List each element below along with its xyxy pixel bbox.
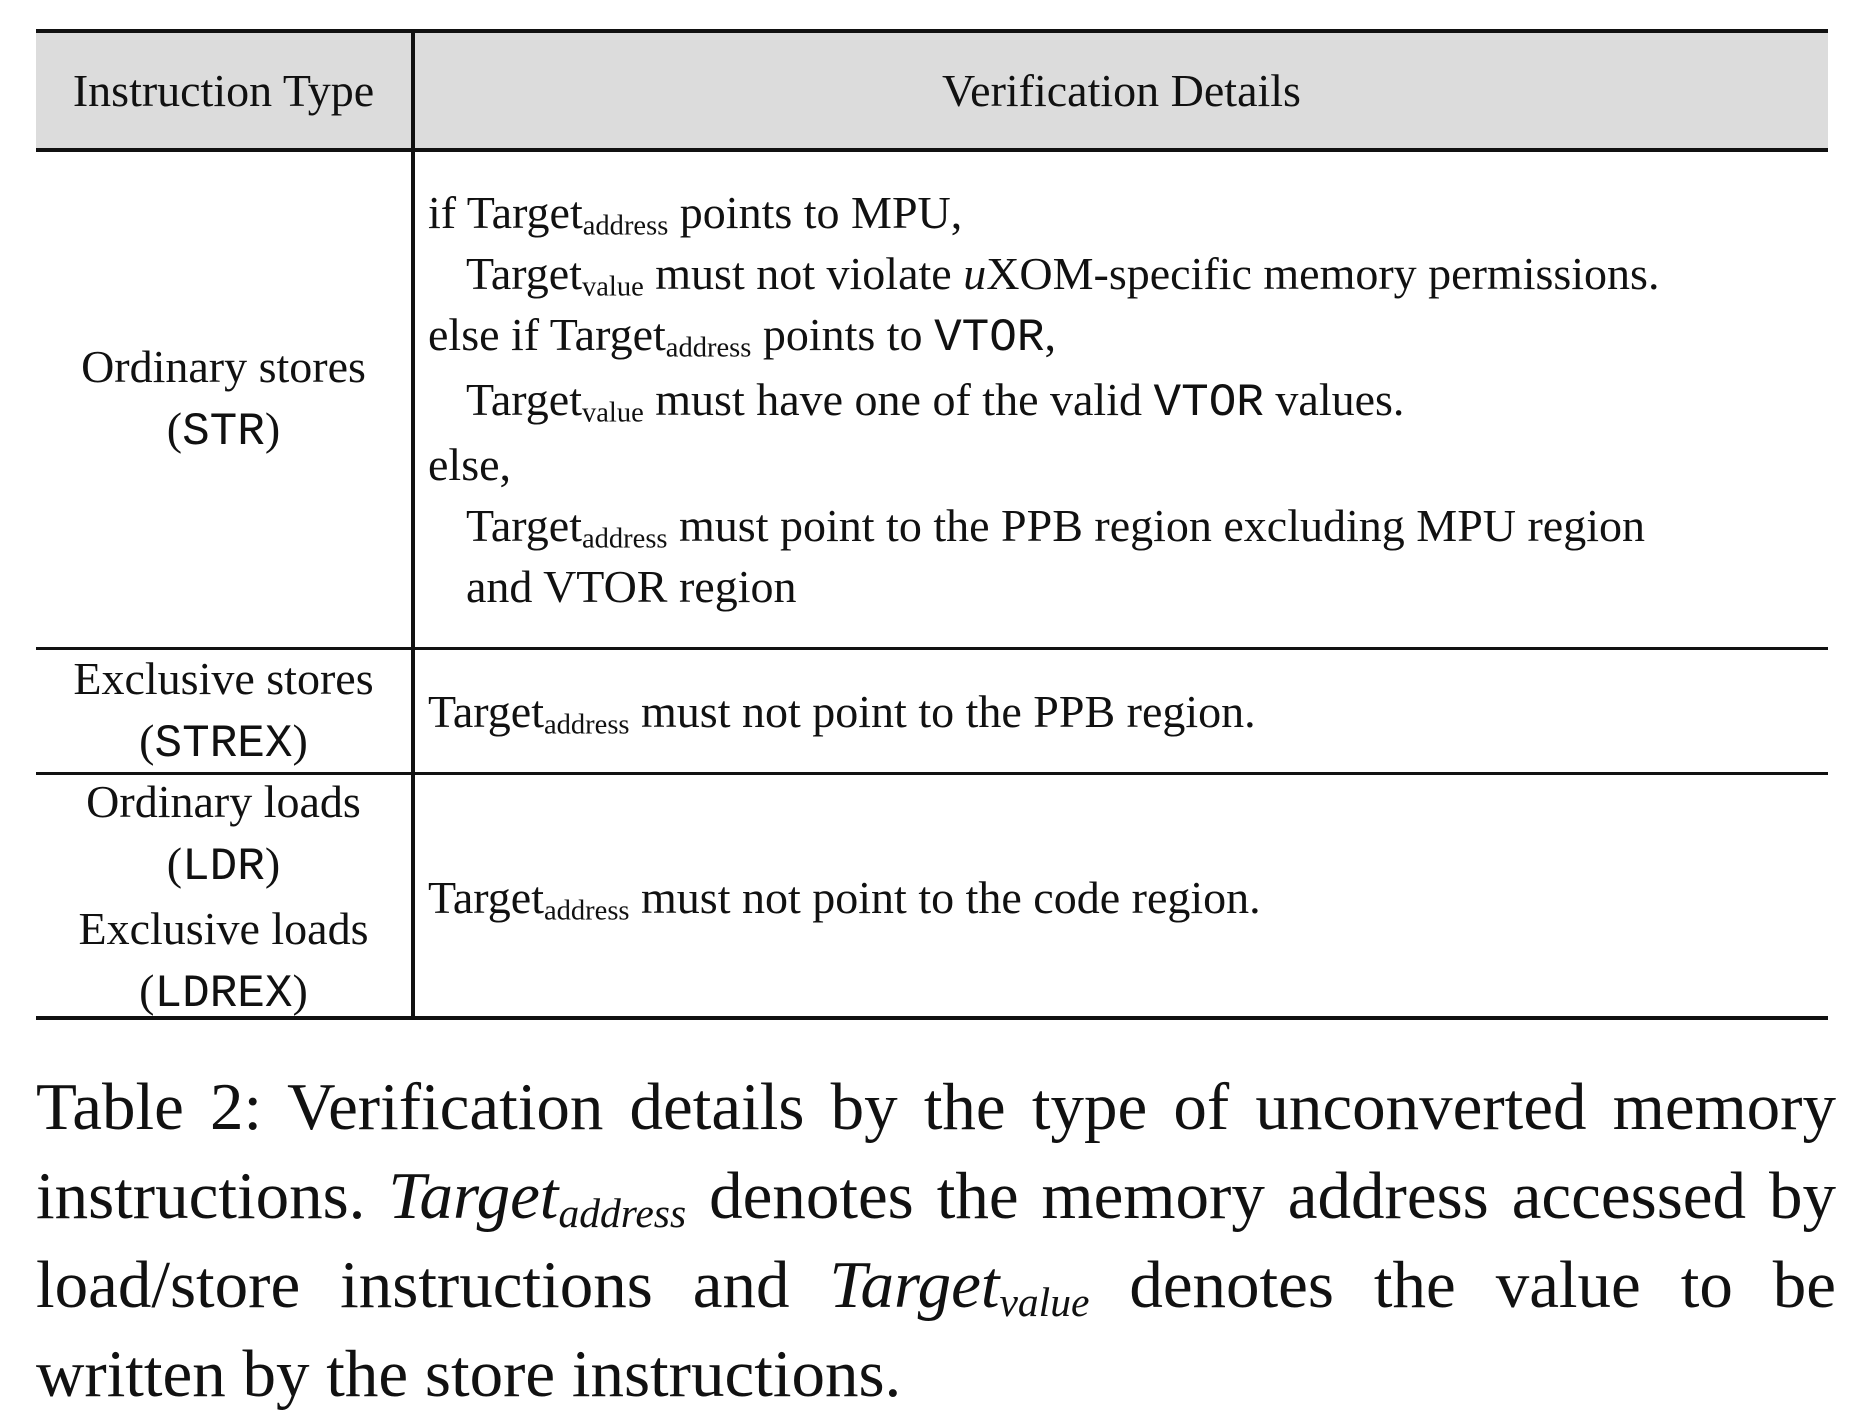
- column-divider: [411, 33, 415, 148]
- detail-line: Targetvalue must not violate uXOM-specif…: [466, 248, 1660, 303]
- detail-line: else,: [428, 439, 512, 490]
- instruction-type-label: Exclusive stores: [73, 652, 374, 704]
- instruction-type-code: (STR): [166, 403, 281, 458]
- header-label: Instruction Type: [72, 64, 375, 116]
- header-label: Verification Details: [942, 65, 1301, 116]
- verification-details-cell: if Targetaddress points to MPU, Targetva…: [415, 152, 1828, 647]
- table-caption: Table 2: Verification details by the typ…: [36, 1070, 1836, 1411]
- detail-line: Targetaddress must point to the PPB regi…: [466, 500, 1646, 555]
- detail-line: Targetaddress must not point to the PPB …: [428, 685, 1256, 740]
- instruction-type-label: Exclusive loads: [78, 902, 369, 954]
- table-row: Ordinary stores (STR) if Targetaddress p…: [36, 152, 1828, 650]
- instruction-type-code: (STREX): [139, 714, 308, 770]
- instruction-mnemonic: STR: [182, 406, 265, 458]
- instruction-mnemonic: LDREX: [154, 967, 293, 1020]
- instruction-type-code: (LDR): [166, 837, 281, 893]
- verification-table: Instruction Type Verification Details Or…: [36, 29, 1828, 1020]
- instruction-type-cell: Ordinary stores (STR): [36, 152, 411, 647]
- detail-line: Targetvalue must have one of the valid V…: [466, 374, 1405, 429]
- verification-details-cell: Targetaddress must not point to the code…: [415, 775, 1828, 1020]
- instruction-type-label: Ordinary loads: [86, 775, 361, 827]
- detail-line: Targetaddress must not point to the code…: [428, 872, 1261, 927]
- header-verification-details: Verification Details: [415, 33, 1828, 148]
- table-header-row: Instruction Type Verification Details: [36, 33, 1828, 152]
- instruction-type-code: (LDREX): [139, 964, 308, 1020]
- table-row: Ordinary loads (LDR) Exclusive loads (LD…: [36, 775, 1828, 1020]
- column-divider: [411, 152, 415, 647]
- detail-line: else if Targetaddress points to VTOR,: [428, 309, 1056, 364]
- instruction-type-cell: Exclusive stores (STREX): [36, 650, 411, 772]
- detail-line: and VTOR region: [466, 561, 797, 612]
- instruction-mnemonic: STREX: [154, 717, 293, 770]
- column-divider: [411, 775, 415, 1020]
- instruction-mnemonic: LDR: [182, 840, 265, 893]
- detail-line: if Targetaddress points to MPU,: [428, 187, 963, 242]
- header-instruction-type: Instruction Type: [36, 33, 411, 148]
- instruction-type-label: Ordinary stores: [81, 341, 366, 392]
- verification-details-cell: Targetaddress must not point to the PPB …: [415, 650, 1828, 772]
- instruction-type-cell: Ordinary loads (LDR) Exclusive loads (LD…: [36, 775, 411, 1020]
- table-row: Exclusive stores (STREX) Targetaddress m…: [36, 650, 1828, 775]
- column-divider: [411, 650, 415, 772]
